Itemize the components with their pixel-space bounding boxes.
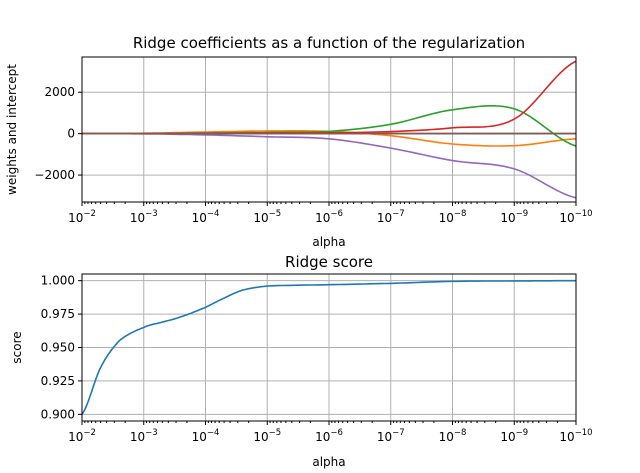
y-tick-label: 0 bbox=[67, 127, 75, 141]
coefficients-xlabel: alpha bbox=[312, 235, 345, 249]
x-tick-label: 10−3 bbox=[130, 209, 158, 225]
x-tick-label: 10−8 bbox=[439, 209, 467, 225]
x-tick-label: 10−4 bbox=[192, 428, 220, 444]
score-title: Ridge score bbox=[285, 253, 373, 271]
y-tick-label: 1.000 bbox=[41, 274, 75, 288]
x-tick-label: 10−9 bbox=[500, 209, 528, 225]
y-tick-label: 0.925 bbox=[41, 374, 75, 388]
y-tick-label: 0.950 bbox=[41, 341, 75, 355]
x-tick-label: 10−9 bbox=[500, 428, 528, 444]
y-tick-label: 0.900 bbox=[41, 407, 75, 421]
y-tick-label: 0.975 bbox=[41, 307, 75, 321]
x-tick-label: 10−8 bbox=[439, 428, 467, 444]
coefficients-title: Ridge coefficients as a function of the … bbox=[133, 34, 525, 52]
x-tick-label: 10−6 bbox=[315, 428, 343, 444]
y-tick-label: 2000 bbox=[44, 85, 75, 99]
coefficients-series bbox=[81, 60, 577, 199]
score-ticks: 10−2 10−3 10−4 10−5 10−6 10−7 10−8 10−9 10−10 1.0… bbox=[41, 274, 593, 444]
score-xlabel: alpha bbox=[312, 455, 345, 469]
x-tick-label: 10−2 bbox=[68, 209, 96, 225]
score-ylabel: score bbox=[10, 331, 24, 363]
series-line-0 bbox=[81, 279, 576, 415]
score-series bbox=[81, 279, 576, 415]
coefficients-ylabel: weights and intercept bbox=[5, 64, 19, 195]
x-tick-label: 10−10 bbox=[559, 428, 592, 444]
x-tick-label: 10−5 bbox=[253, 209, 281, 225]
x-tick-label: 10−10 bbox=[559, 209, 592, 225]
x-tick-label: 10−6 bbox=[315, 209, 343, 225]
x-tick-label: 10−2 bbox=[68, 428, 96, 444]
coefficients-subplot: 10−2 10−3 10−4 10−5 10−6 10−7 10−8 10−9 10−10 200… bbox=[5, 34, 593, 249]
x-tick-label: 10−3 bbox=[130, 428, 158, 444]
x-tick-label: 10−4 bbox=[192, 209, 220, 225]
x-tick-label: 10−7 bbox=[377, 428, 405, 444]
coefficients-ticks: 10−2 10−3 10−4 10−5 10−6 10−7 10−8 10−9 10−10 200… bbox=[34, 85, 592, 225]
score-subplot: 10−2 10−3 10−4 10−5 10−6 10−7 10−8 10−9 10−10 1.0… bbox=[10, 253, 593, 469]
x-tick-label: 10−5 bbox=[253, 428, 281, 444]
x-tick-label: 10−7 bbox=[377, 209, 405, 225]
y-tick-label: −2000 bbox=[34, 168, 75, 182]
